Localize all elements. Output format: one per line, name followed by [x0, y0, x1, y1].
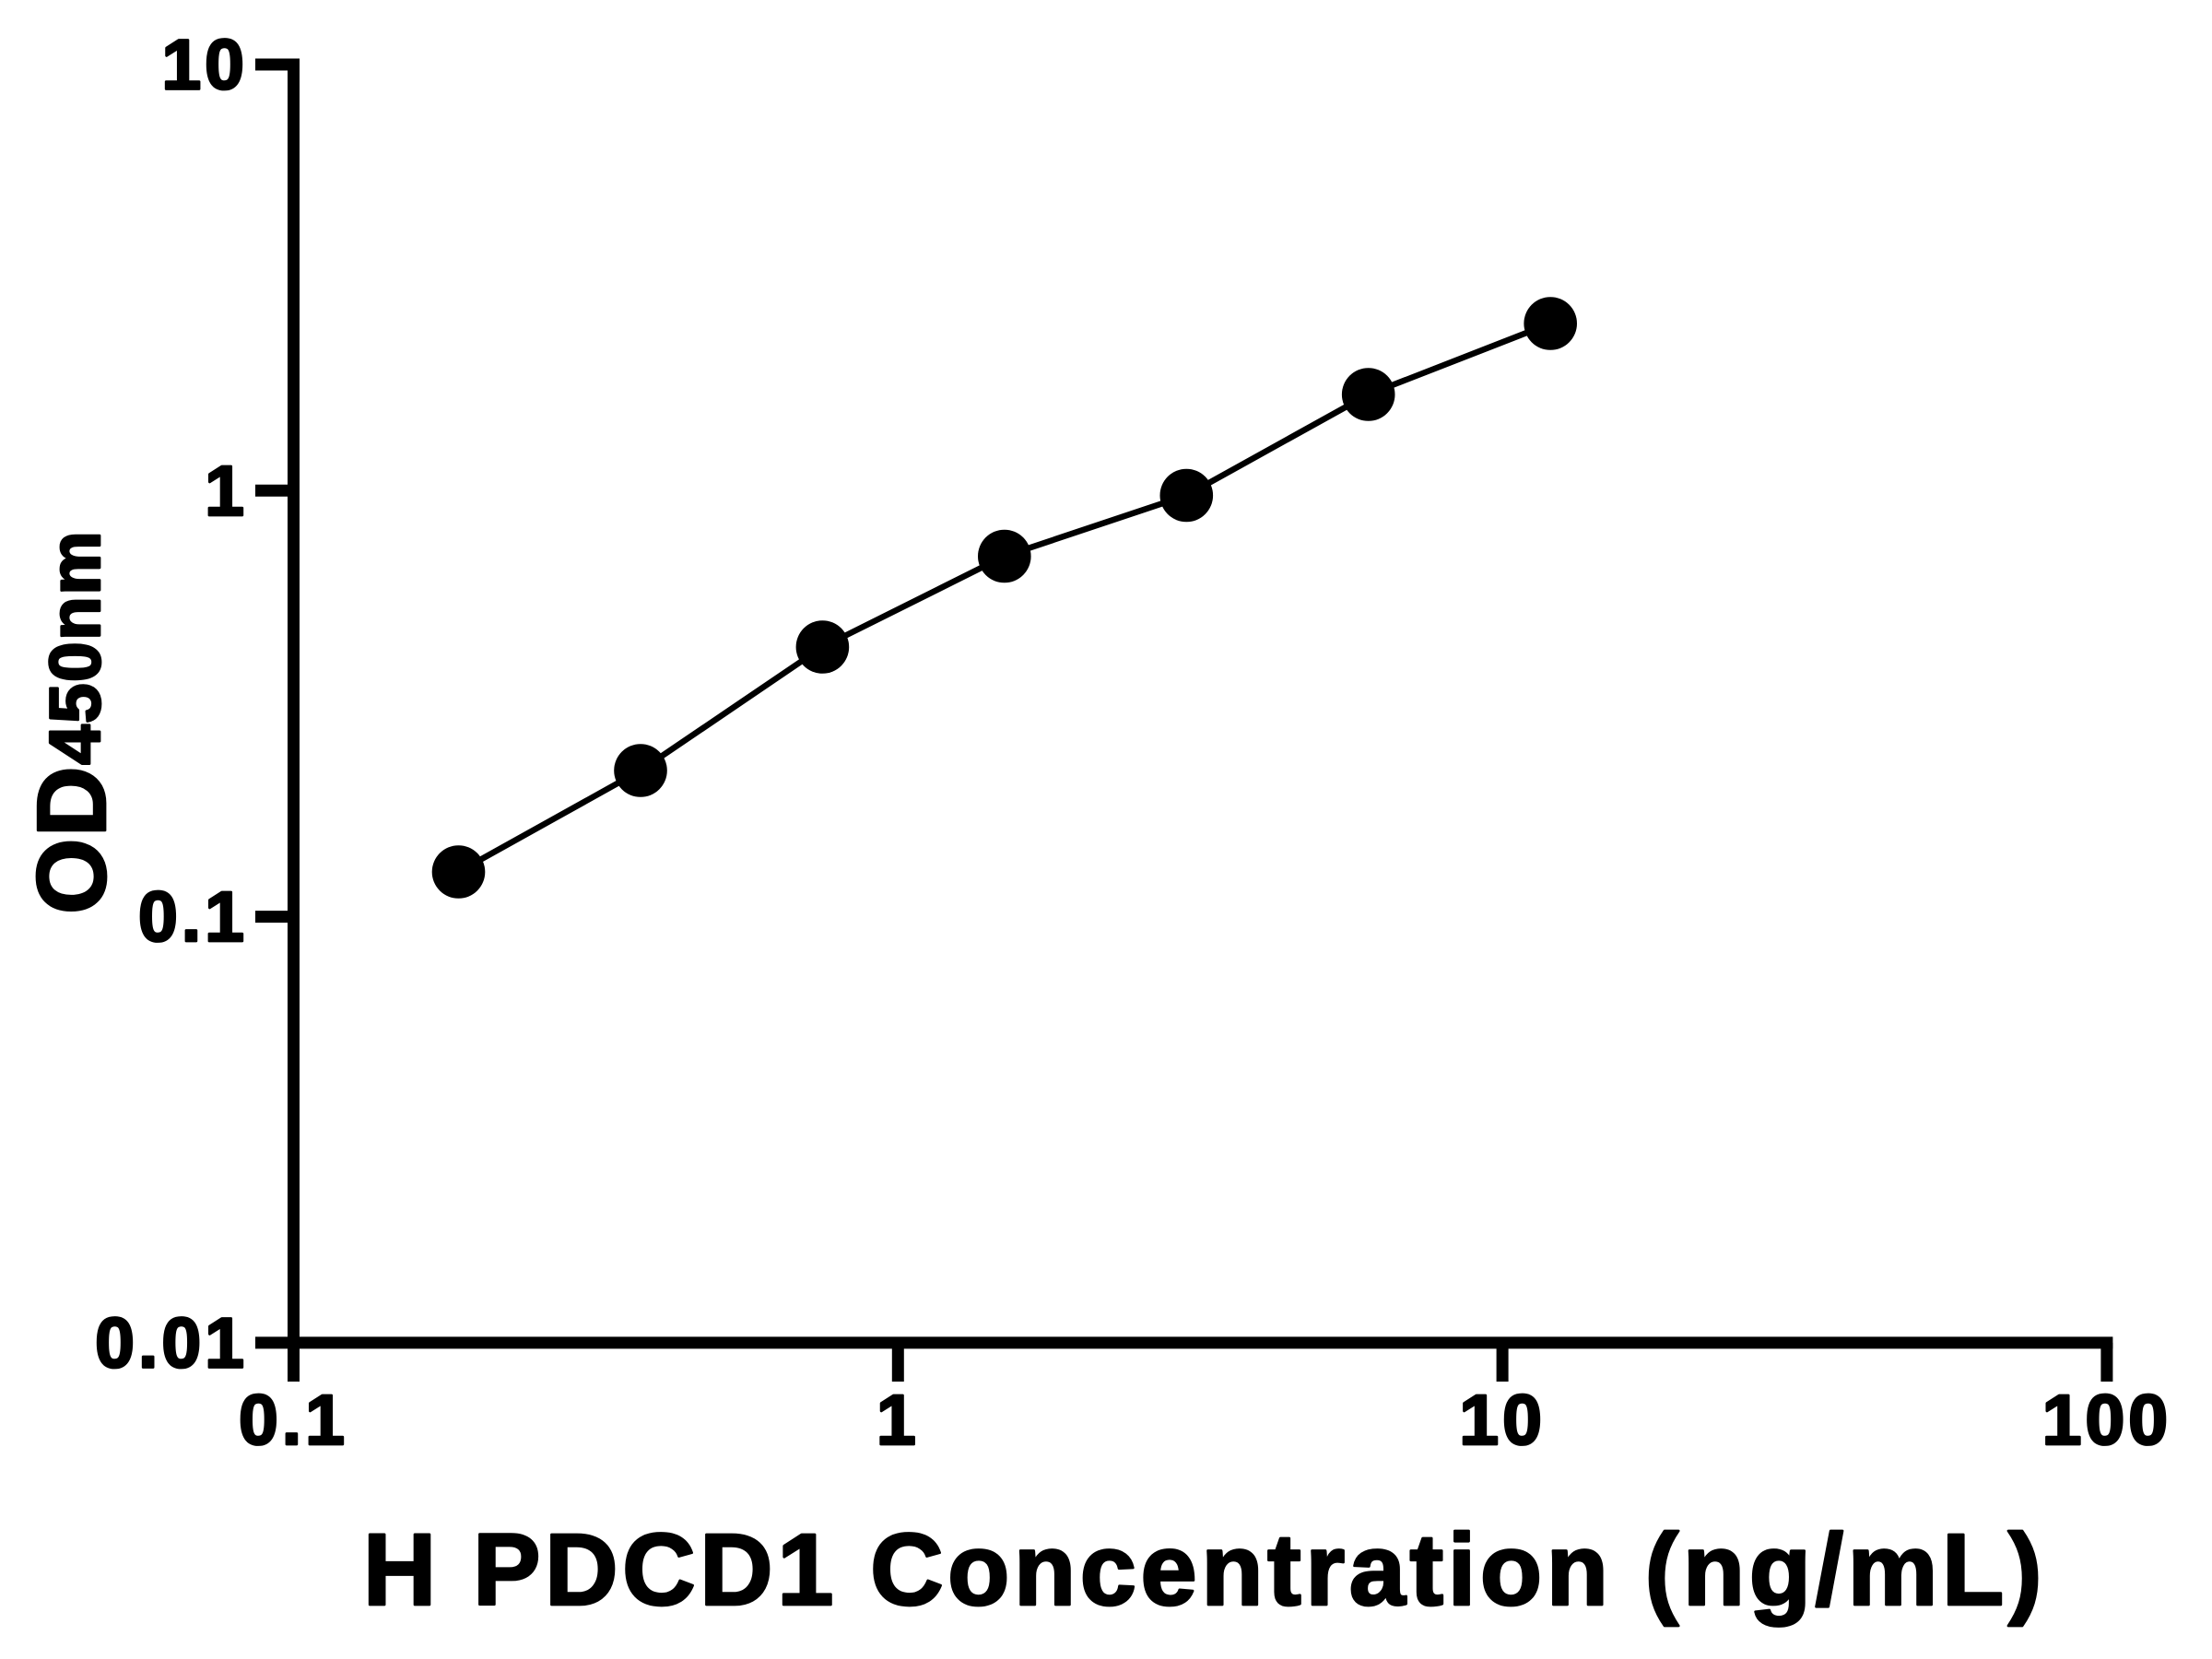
- svg-text:10: 10: [161, 26, 248, 105]
- svg-text:OD450nm: OD450nm: [18, 530, 126, 914]
- svg-text:H PDCD1 Concentration (ng/mL): H PDCD1 Concentration (ng/mL): [363, 1513, 2046, 1627]
- svg-text:0.1: 0.1: [138, 877, 248, 957]
- svg-text:0.1: 0.1: [239, 1381, 348, 1460]
- svg-text:0.01: 0.01: [95, 1303, 248, 1382]
- svg-text:10: 10: [1459, 1381, 1546, 1460]
- svg-text:1: 1: [877, 1381, 920, 1460]
- svg-text:100: 100: [2042, 1381, 2171, 1460]
- svg-text:1: 1: [205, 452, 248, 531]
